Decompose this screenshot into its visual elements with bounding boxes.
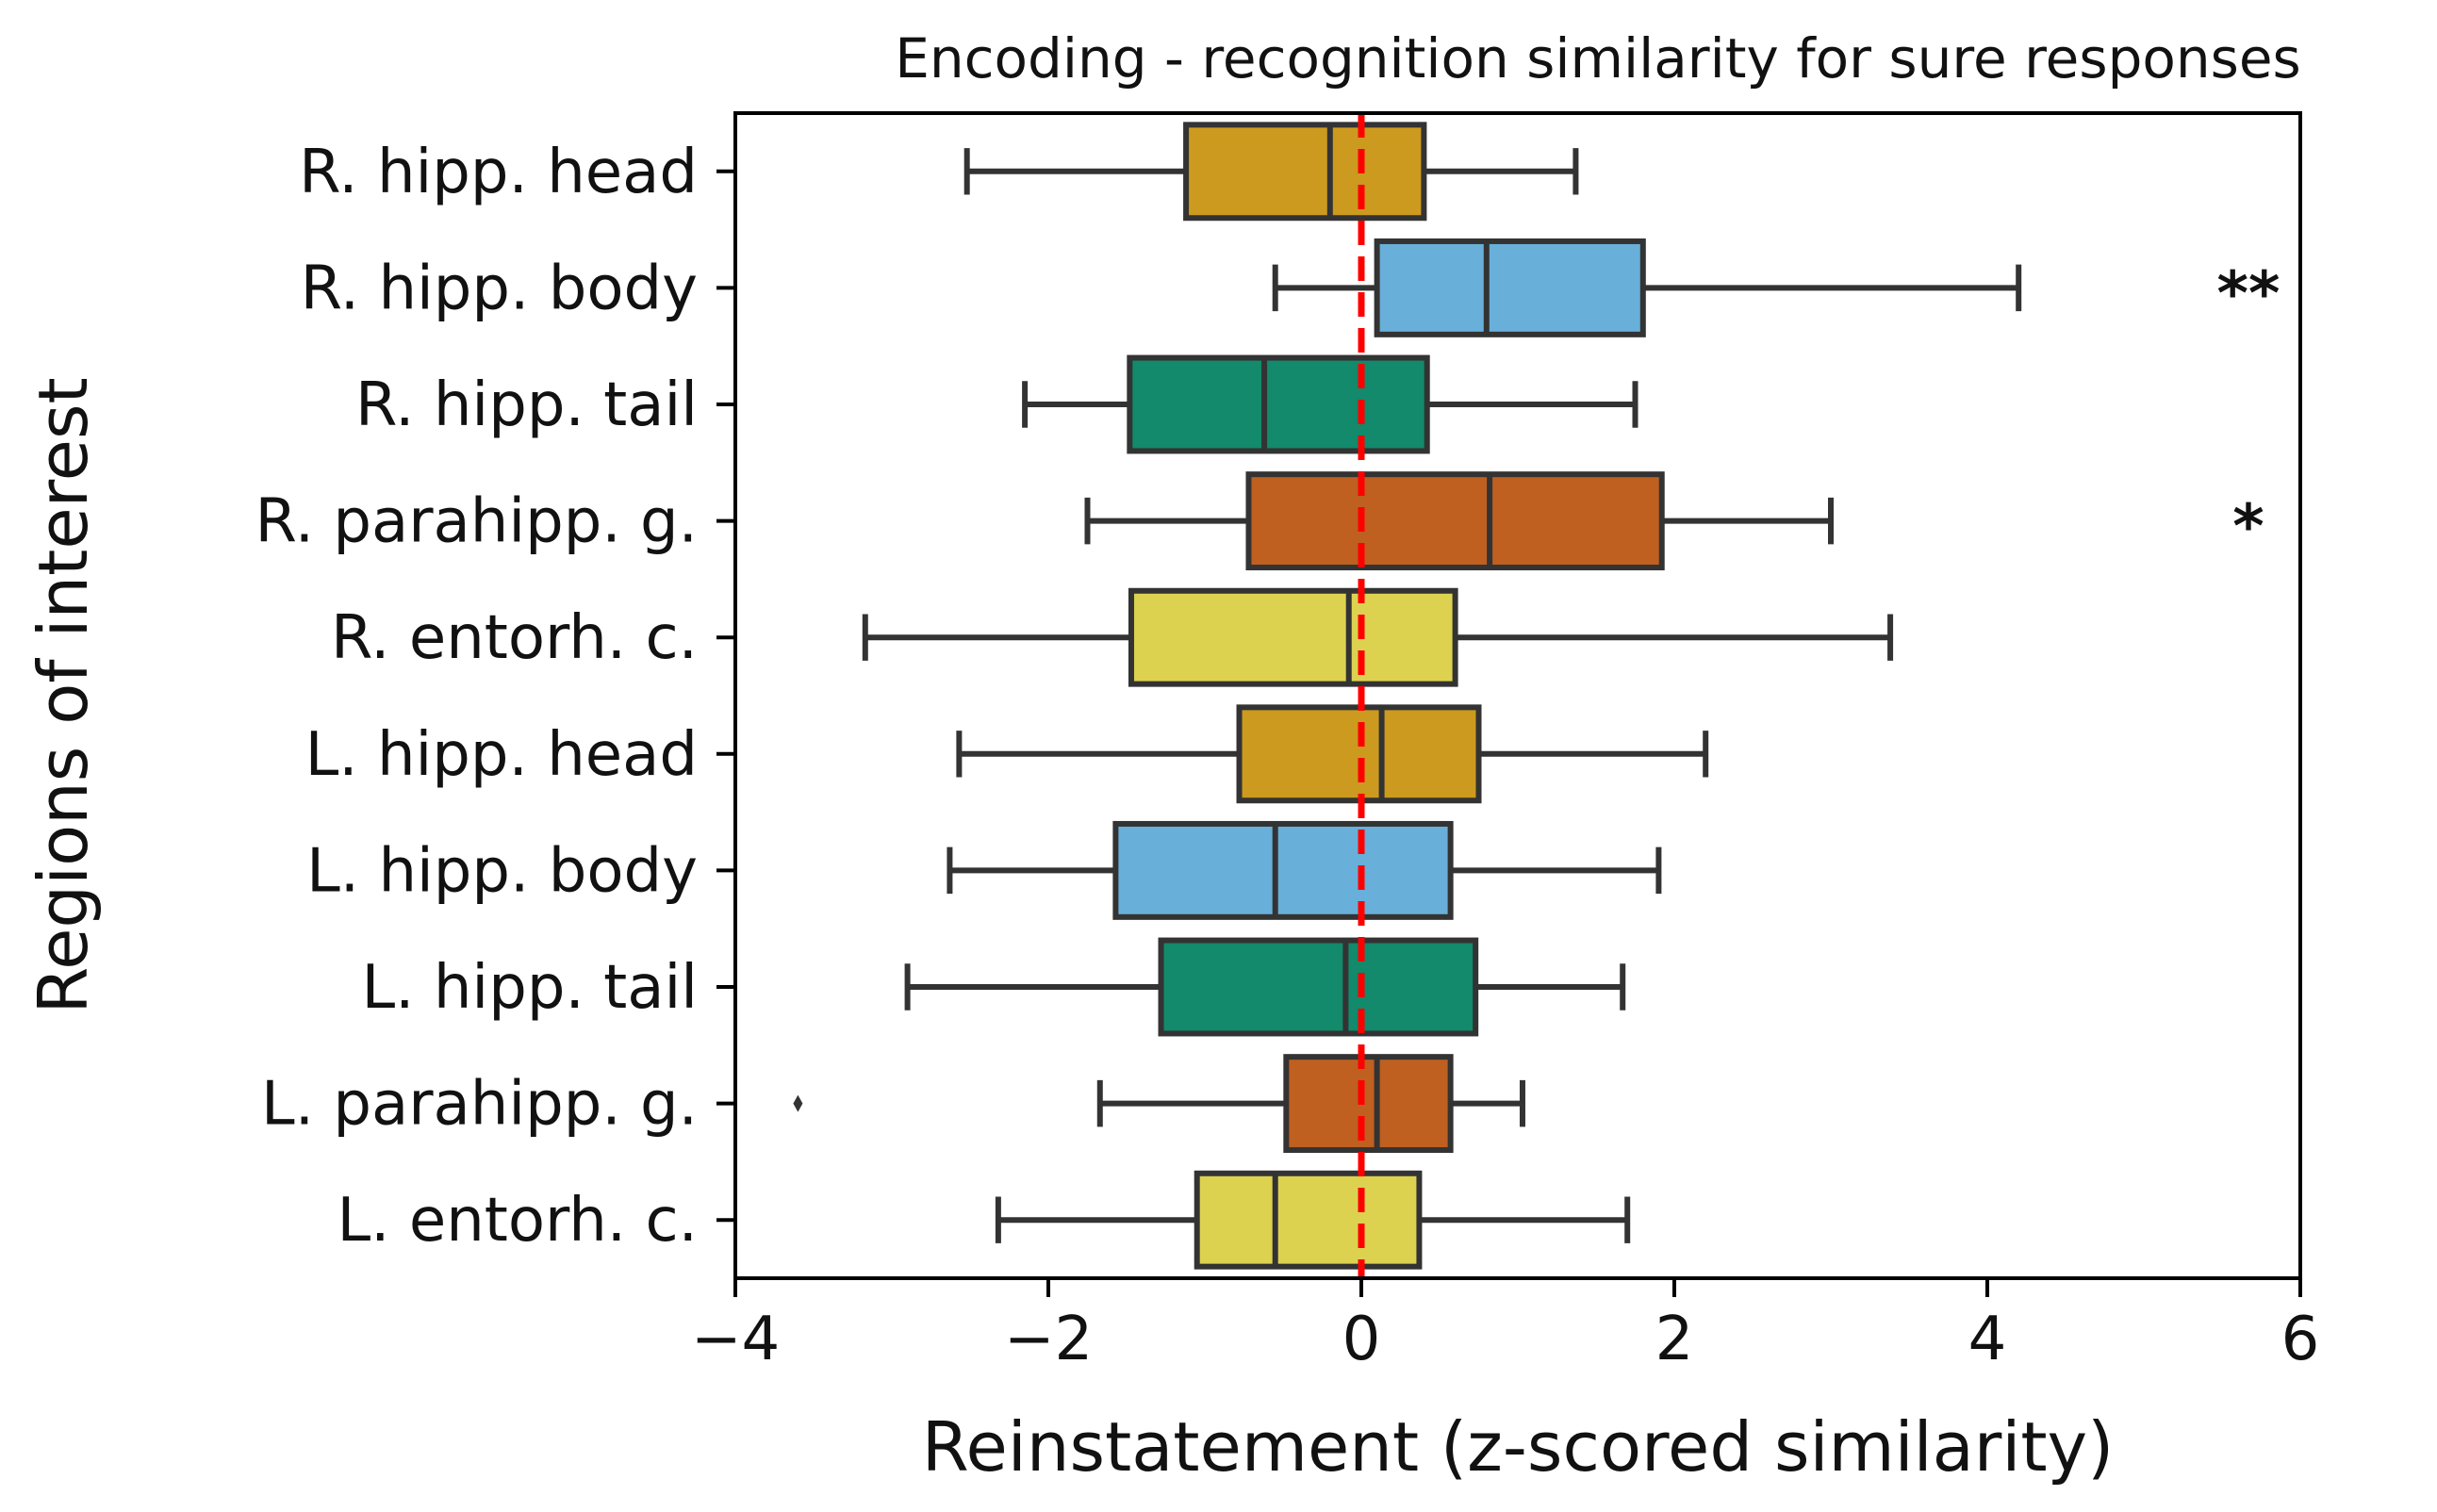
y-tick-group: R. hipp. head R. hipp. body R. hipp. tail R… (255, 138, 735, 1256)
y-tick-label: L. hipp. head (305, 720, 698, 790)
x-tick-label: 4 (1968, 1305, 2007, 1374)
y-tick-label: R. parahipp. g. (255, 487, 699, 557)
y-tick-label: R. hipp. head (299, 138, 698, 207)
y-tick-label: R. hipp. tail (355, 370, 698, 440)
box (1112, 820, 1454, 920)
x-tick-label: −4 (691, 1305, 780, 1374)
box (1283, 1054, 1454, 1154)
box (1194, 1170, 1423, 1270)
box (1245, 471, 1665, 571)
x-axis-label: Reinstatement (z-scored similarity) (922, 1407, 2115, 1487)
y-tick-label: L. entorh. c. (338, 1186, 699, 1256)
x-tick-label: 2 (1655, 1305, 1694, 1374)
plot-frame (733, 111, 2302, 1280)
y-tick-label: L. parahipp. g. (261, 1070, 698, 1140)
annotation-group: *** (2217, 259, 2281, 562)
y-tick-label: R. hipp. body (301, 254, 698, 323)
box (1158, 937, 1479, 1037)
box (1127, 354, 1430, 454)
outlier-point (793, 1094, 803, 1112)
x-tick-label: 6 (2281, 1305, 2320, 1374)
box (1183, 122, 1427, 222)
x-tick-label: −2 (1004, 1305, 1093, 1374)
y-axis-label: Regions of interest (24, 377, 103, 1013)
chart-title: Encoding - recognition similarity for su… (895, 26, 2301, 90)
box-group (793, 122, 2022, 1270)
x-tick-label: 0 (1342, 1305, 1381, 1374)
y-tick-label: L. hipp. tail (362, 953, 699, 1023)
significance-annotation: * (2232, 493, 2264, 563)
box (1236, 704, 1482, 804)
y-tick-label: R. entorh. c. (331, 603, 698, 673)
y-tick-label: L. hipp. body (306, 836, 698, 906)
significance-annotation: ** (2217, 259, 2281, 329)
x-tick-group: −4 −2 0 2 4 6 (691, 1278, 2320, 1374)
box (1128, 587, 1458, 687)
box (1374, 238, 1646, 337)
